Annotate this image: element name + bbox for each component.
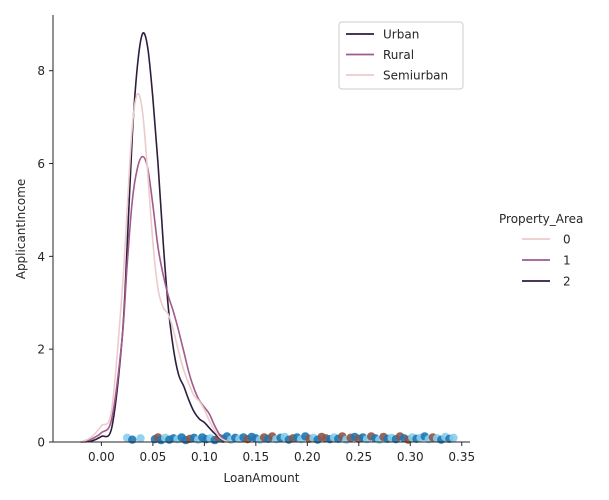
outer-legend-label: 2 — [563, 275, 571, 289]
x-tick-label: 0.35 — [448, 450, 475, 464]
inner-legend-label: Rural — [383, 48, 414, 62]
x-axis-label: LoanAmount — [224, 471, 300, 485]
scatter-point — [136, 434, 145, 443]
scatter-point — [128, 435, 137, 444]
inner-legend-label: Semiurban — [383, 69, 448, 83]
kde-lines — [80, 32, 231, 443]
x-ticks: 0.00 0.05 0.10 0.15 0.20 0.25 0.30 0.35 — [88, 442, 475, 464]
outer-legend: Property_Area 0 1 2 — [499, 212, 583, 289]
x-tick-label: 0.15 — [242, 450, 269, 464]
x-tick-label: 0.05 — [140, 450, 167, 464]
outer-legend-label: 0 — [563, 233, 571, 247]
y-tick-label: 0 — [37, 436, 45, 450]
x-tick-label: 0.10 — [191, 450, 218, 464]
series-line-urban — [80, 32, 231, 443]
y-axis-label: ApplicantIncome — [14, 179, 28, 280]
x-tick-label: 0.25 — [345, 450, 372, 464]
inner-legend-box — [338, 21, 464, 90]
series-line-semiurban — [80, 92, 231, 443]
outer-legend-label: 1 — [563, 254, 571, 268]
y-tick-label: 4 — [37, 250, 45, 264]
y-ticks: 0 2 4 6 8 — [37, 64, 53, 450]
series-line-rural — [80, 155, 231, 443]
inner-legend-label: Urban — [383, 28, 419, 42]
x-tick-label: 0.20 — [294, 450, 321, 464]
x-tick-label: 0.30 — [397, 450, 424, 464]
y-tick-label: 8 — [37, 64, 45, 78]
y-tick-label: 2 — [37, 343, 45, 357]
inner-legend: Urban Rural Semiurban — [338, 21, 464, 90]
x-tick-label: 0.00 — [88, 450, 115, 464]
scatter-point — [449, 433, 458, 442]
axes — [52, 15, 470, 443]
y-tick-label: 6 — [37, 157, 45, 171]
outer-legend-title: Property_Area — [499, 212, 583, 226]
